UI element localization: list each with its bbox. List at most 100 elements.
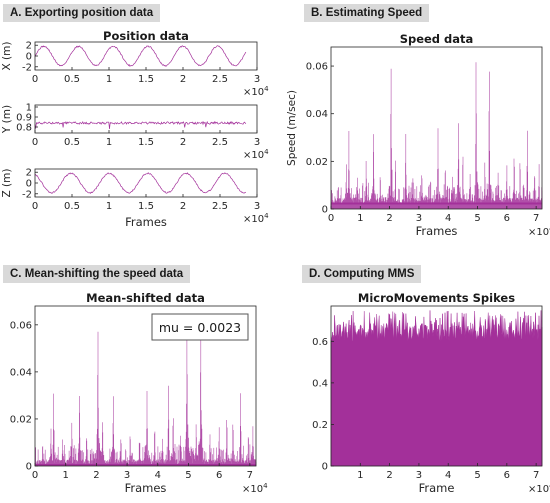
chart-d-spike-area [330, 310, 543, 467]
chart-a-sub3-series-line [34, 172, 247, 194]
chart-a-sub3-xtick-label: 0.5 [64, 201, 80, 212]
chart-b-x-multiplier: ×104 [528, 225, 550, 238]
chart-c-ytick-label: 0.06 [10, 320, 32, 331]
chart-c-mu-annotation: mu = 0.0023 [159, 320, 241, 335]
chart-a-sub3-ytick-label: 0 [26, 179, 32, 190]
chart-b-xtick-label: 4 [445, 213, 451, 224]
chart-c-xtick-label: 4 [155, 470, 161, 481]
chart-b-xtick-label: 0 [328, 213, 334, 224]
chart-c-xtick-label: 2 [93, 470, 99, 481]
chart-d-x-multiplier: ×104 [528, 482, 550, 495]
chart-a-sub2-ytick-label: 1 [26, 103, 32, 114]
panel-c-heading: C. Mean-shifting the speed data [3, 265, 191, 283]
chart-c-ytick-label: 0 [26, 462, 32, 473]
chart-b-ylabel: Speed (m/sec) [286, 90, 298, 166]
chart-a-sub3-ytick-label: 2 [26, 168, 32, 179]
chart-a-sub1-ylabel: X (m) [1, 42, 13, 71]
panel-a-heading: A. Exporting position data [3, 4, 161, 22]
chart-c-x-exponent: 4 [263, 482, 268, 490]
chart-d-title: MicroMovements Spikes [358, 291, 515, 305]
chart-a-sub3-xtick-label: 2 [180, 201, 186, 212]
chart-b-xtick-label: 2 [386, 213, 392, 224]
chart-a-xlabel: Frames [125, 215, 167, 229]
chart-a-sub2-x-multiplier: ×104 [243, 148, 269, 161]
chart-a-sub2-xtick-label: 1 [106, 137, 112, 148]
chart-a-sub2-axes-frame [34, 104, 258, 134]
chart-a-sub2-xtick-label: 3 [254, 137, 260, 148]
chart-b-xtick-label: 7 [533, 213, 539, 224]
chart-c-ytick-label: 0.02 [10, 414, 32, 425]
chart-a-sub1-xtick-label: 2 [180, 74, 186, 85]
chart-a-sub2-xtick-label: 0.5 [64, 137, 80, 148]
chart-c-xtick-label: 7 [247, 470, 253, 481]
chart-a-sub2-ylabel: Y (m) [1, 105, 13, 134]
chart-a-sub1-x-multiplier: ×104 [243, 85, 269, 98]
chart-c-title: Mean-shifted data [86, 291, 205, 305]
chart-c-xlabel: Frames [125, 481, 167, 495]
chart-b-xtick-label: 6 [504, 213, 510, 224]
chart-a-sub1-xtick-label: 0.5 [64, 74, 80, 85]
chart-a-title: Position data [103, 29, 189, 43]
chart-a-sub2-x-exponent: 4 [264, 148, 269, 156]
chart-b-title: Speed data [400, 32, 474, 46]
chart-a-sub2-xtick-label: 2.5 [212, 137, 228, 148]
chart-d-xtick-label: 6 [504, 470, 510, 481]
chart-c-xtick-label: 1 [63, 470, 69, 481]
chart-c-xtick-label: 6 [216, 470, 222, 481]
chart-c-x-multiplier: ×104 [242, 482, 268, 495]
chart-a-sub3-axes-frame [34, 168, 258, 198]
chart-b-ytick-label: 0.04 [306, 109, 328, 120]
chart-c-xtick-label: 5 [185, 470, 191, 481]
chart-d-ytick-label: 0.4 [312, 378, 328, 389]
chart-a-sub3-ylabel: Z (m) [1, 169, 13, 198]
chart-a-sub3-xtick-label: 0 [32, 201, 38, 212]
chart-d-xtick-label: 3 [416, 470, 422, 481]
chart-d-xtick-label: 4 [445, 470, 451, 481]
chart-a-sub1-xtick-label: 1.5 [138, 74, 154, 85]
chart-a-sub3-x-multiplier: ×104 [243, 212, 269, 225]
chart-a-sub1-xtick-label: 2.5 [212, 74, 228, 85]
chart-b-xlabel: Frames [416, 224, 458, 238]
chart-b-xtick-label: 5 [474, 213, 480, 224]
chart-a-sub3-xtick-label: 1 [106, 201, 112, 212]
chart-d-ytick-label: 0.6 [312, 337, 328, 348]
chart-b-axes-frame [330, 46, 543, 210]
chart-d-ytick-label: 0.2 [312, 420, 328, 431]
chart-a-sub2-xtick-label: 1.5 [138, 137, 154, 148]
chart-a-sub2-ytick-label: 0.9 [16, 113, 32, 124]
chart-b-speed-spikes [330, 62, 543, 209]
chart-d-axes-frame [330, 305, 543, 467]
chart-a-sub2-series-line [34, 120, 247, 129]
chart-a-sub3-ytick-label: -2 [22, 189, 32, 200]
chart-a-sub2-ytick-label: 0.8 [16, 123, 32, 134]
chart-c-ytick-label: 0.04 [10, 367, 32, 378]
chart-c-mu-box [151, 313, 249, 341]
chart-d-xtick-label: 2 [386, 470, 392, 481]
chart-d-xtick-label: 7 [533, 470, 539, 481]
chart-b-ytick-label: 0.02 [306, 157, 328, 168]
chart-a-sub1-xtick-label: 3 [254, 74, 260, 85]
chart-a-sub3-xtick-label: 3 [254, 201, 260, 212]
chart-a-sub1-axes-frame [34, 41, 258, 71]
chart-c-xtick-label: 3 [124, 470, 130, 481]
chart-c-xtick-label: 0 [32, 470, 38, 481]
panel-b-heading: B. Estimating Speed [304, 4, 430, 22]
chart-d-ytick-label: 0 [322, 462, 328, 473]
chart-b-xtick-label: 1 [357, 213, 363, 224]
chart-a-sub3-xtick-label: 1.5 [138, 201, 154, 212]
chart-a-sub1-ytick-label: 2 [26, 41, 32, 52]
chart-a-sub1-ytick-label: 0 [26, 52, 32, 63]
panel-d-heading: D. Computing MMS [302, 265, 422, 283]
chart-c-axes-frame [34, 305, 257, 467]
chart-d-xlabel: Frame [419, 481, 455, 495]
chart-a-sub2-xtick-label: 0 [32, 137, 38, 148]
chart-a-sub3-x-exponent: 4 [264, 212, 269, 220]
chart-a-sub1-xtick-label: 1 [106, 74, 112, 85]
chart-a-sub2-xtick-label: 2 [180, 137, 186, 148]
chart-a-sub1-ytick-label: -2 [22, 62, 32, 73]
chart-b-ytick-label: 0.06 [306, 62, 328, 73]
chart-c-speed-spikes [34, 325, 257, 466]
chart-a-sub3-xtick-label: 2.5 [212, 201, 228, 212]
chart-d-xtick-label: 5 [474, 470, 480, 481]
